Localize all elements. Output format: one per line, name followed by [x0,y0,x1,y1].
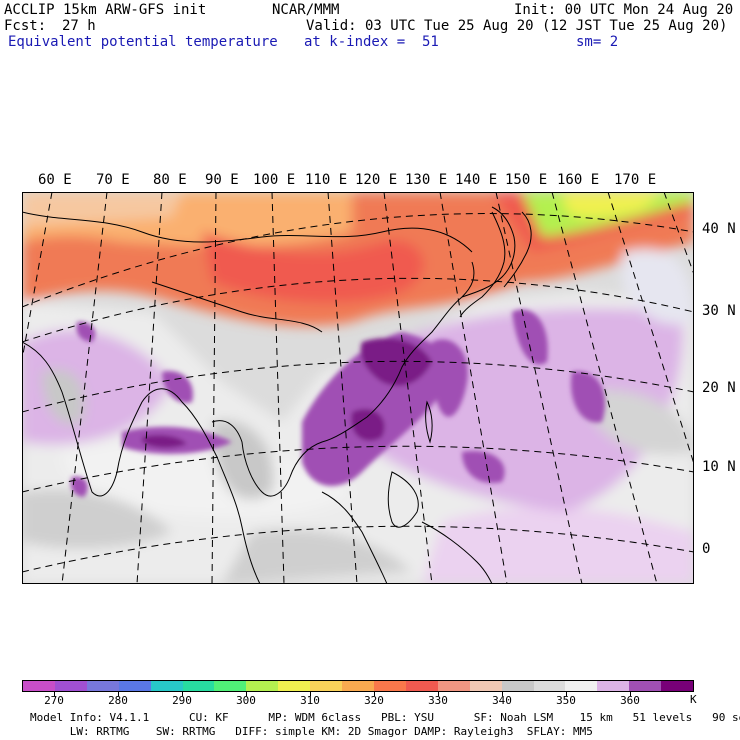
longitude-label: 120 E [355,172,398,188]
colorbar-tick-label: 350 [556,694,576,707]
graticule [22,192,694,584]
colorbar-swatch [86,681,119,691]
longitude-label: 160 E [557,172,600,188]
longitude-label: 170 E [614,172,657,188]
longitude-label: 60 E [38,172,72,188]
colorbar-swatch [533,681,566,691]
init-time: Init: 00 UTC Mon 24 Aug 20 [514,2,734,18]
colorbar-tick [502,692,503,696]
latitude-label: 10 N [702,459,736,475]
latitude-label: 40 N [702,221,736,237]
latitude-label: 20 N [702,380,736,396]
colorbar-tick [438,692,439,696]
level-label: at k-index = 51 [304,34,439,50]
colorbar-swatch [437,681,470,691]
colorbar-tick [374,692,375,696]
colorbar-swatch [661,681,694,691]
forecast-label: Fcst: [4,18,47,34]
colorbar-tick-label: 290 [172,694,192,707]
colorbar-tick [310,692,311,696]
colorbar-tick [566,692,567,696]
colorbar-tick [630,692,631,696]
colorbar-swatch [405,681,438,691]
colorbar-swatch [278,681,311,691]
colorbar-swatch [629,681,662,691]
colorbar-swatch [23,681,55,691]
longitude-label: 130 E [405,172,448,188]
colorbar-tick-label: 280 [108,694,128,707]
colorbar-swatch [150,681,183,691]
colorbar-tick-label: 300 [236,694,256,707]
colorbar-tick [118,692,119,696]
theta-e-map [22,192,694,584]
model-title: ACCLIP 15km ARW-GFS init [4,2,207,18]
colorbar-tick-label: 310 [300,694,320,707]
colorbar-tick [54,692,55,696]
colorbar-swatch [565,681,598,691]
model-info-line2: LW: RRTMG SW: RRTMG DIFF: simple KM: 2D … [30,725,593,738]
colorbar-swatch [310,681,343,691]
colorbar-swatch [469,681,502,691]
colorbar-tick [246,692,247,696]
longitude-label: 150 E [505,172,548,188]
longitude-label: 100 E [253,172,296,188]
colorbar-swatch [118,681,151,691]
colorbar-tick-label: 360 [620,694,640,707]
field-name: Equivalent potential temperature [8,34,278,50]
longitude-label: 80 E [153,172,187,188]
colorbar-swatch [54,681,87,691]
colorbar [22,680,694,692]
org-label: NCAR/MMM [272,2,340,18]
model-info-line1: Model Info: V4.1.1 CU: KF MP: WDM 6class… [30,711,740,724]
colorbar-swatch [597,681,630,691]
colorbar-tick-label: 340 [492,694,512,707]
longitude-label: 110 E [305,172,348,188]
colorbar-swatch [214,681,247,691]
longitude-label: 90 E [205,172,239,188]
colorbar-swatch [182,681,215,691]
colorbar-swatch [342,681,374,691]
colorbar-swatch [501,681,534,691]
colorbar-swatch [373,681,406,691]
colorbar-tick [182,692,183,696]
colorbar-tick-label: 330 [428,694,448,707]
longitude-label: 70 E [96,172,130,188]
colorbar-tick-label: 270 [44,694,64,707]
latitude-label: 0 [702,541,711,557]
longitude-label: 140 E [455,172,498,188]
colorbar-unit: K [690,693,697,706]
smoothing-label: sm= 2 [576,34,619,50]
field-shading [22,192,694,584]
colorbar-tick-label: 320 [364,694,384,707]
colorbar-swatch [246,681,279,691]
latitude-label: 30 N [702,303,736,319]
forecast-hours: 27 h [62,18,96,34]
valid-time: Valid: 03 UTC Tue 25 Aug 20 (12 JST Tue … [306,18,728,34]
